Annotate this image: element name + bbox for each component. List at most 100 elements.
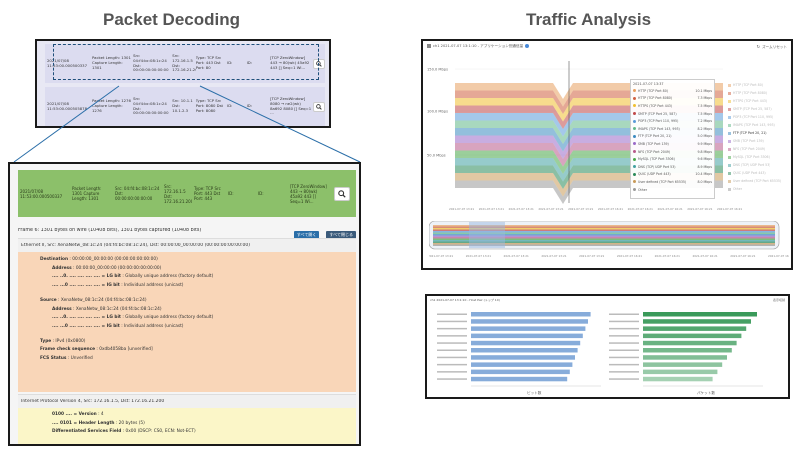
decode-field[interactable]: Source : XenaNetw_08:1c:24 (04:f4:bc:08:… — [18, 297, 356, 306]
left-bar[interactable] — [471, 348, 578, 353]
right-bar[interactable] — [643, 319, 751, 324]
right-bar[interactable] — [643, 340, 737, 346]
legend-item[interactable]: HTTP (TCP Port 8080) — [728, 89, 790, 97]
traffic-chart-title: ch1 2021-07-07 13:1:10 - アプリケーション別通信量 — [433, 44, 524, 48]
legend-label: DNS (TCP/ UDP Port 53) — [733, 163, 771, 167]
left-bar[interactable] — [471, 376, 568, 382]
host-pair-label — [609, 356, 639, 359]
nav-tick-label: 2021-07-07 13:21 — [579, 254, 604, 258]
x-tick-label: 2021-07-07 13:21 — [479, 207, 504, 211]
packet-id2: ID: — [246, 61, 252, 66]
decode-field[interactable]: Type : IPv4 (0x0800) — [18, 338, 356, 347]
left-bar[interactable] — [471, 319, 588, 324]
right-bar[interactable] — [643, 355, 727, 360]
detail-packet-row[interactable]: 2021/07/08 11:53:00.000500337 Packet Len… — [18, 170, 356, 217]
legend-item[interactable]: User defined (TCP Port 65535) — [728, 177, 790, 185]
legend-item[interactable]: HTTP (TCP Port 80) — [728, 81, 790, 89]
left-bar[interactable] — [471, 333, 583, 339]
x-tick-label: 2021-07-07 16:21 — [598, 207, 623, 211]
packet-row[interactable]: 2021/07/08 11:53:00.000500337 Packet Leng… — [45, 44, 325, 83]
legend-item[interactable]: SMB (TCP Port 139) — [728, 137, 790, 145]
search-button[interactable] — [334, 186, 350, 201]
nav-tick-label: 2021-07-07 16:21 — [730, 254, 755, 258]
field-label: Address — [52, 265, 72, 271]
navigator-selection[interactable] — [469, 222, 505, 248]
legend-item[interactable]: QUIC (UDP Port 443) — [728, 169, 790, 177]
field-value: : XenaNetw_08:1c:24 (04:f4:bc:08:1c:24) — [56, 297, 147, 303]
right-bar[interactable] — [643, 333, 742, 339]
legend-item[interactable]: HTTPS (TCP Port 443) — [728, 97, 790, 105]
expand-all-button[interactable]: すべて開く — [293, 230, 320, 239]
detail-id1: ID: — [228, 191, 234, 196]
navigator-band — [433, 234, 775, 236]
legend-swatch-icon — [728, 179, 731, 183]
navigator-chart[interactable]: 2021-07-07 13:21 2021-07-07 13:21 2021-07-… — [429, 221, 789, 261]
x-tick-label: 2021-07-07 13:21 — [509, 207, 534, 211]
field-label: .... ..0. .... .... .... .... = LG bit — [52, 274, 121, 280]
right-bar[interactable] — [643, 369, 718, 375]
decode-field[interactable]: .... ..0. .... .... .... .... = LG bit :… — [18, 273, 356, 282]
legend-item[interactable]: POP3 (TCP Port 110, 995) — [728, 113, 790, 121]
right-bar[interactable] — [643, 312, 757, 317]
detail-type: Type: TCP Src Port: 443 Dst Port: 443 — [194, 186, 221, 201]
y-tick-label: 50.0 Mbps — [427, 154, 446, 158]
collapse-all-button[interactable]: すべて閉じる — [326, 230, 356, 239]
decode-field[interactable]: .... ...0 .... .... .... .... = IG bit :… — [18, 282, 356, 291]
host-pair-label — [609, 378, 639, 380]
right-bar[interactable] — [643, 362, 723, 367]
left-bar[interactable] — [471, 340, 581, 346]
decode-field[interactable]: Frame check sequence : 0xdb4058ba [unver… — [18, 346, 356, 355]
series-dot-icon — [633, 96, 636, 100]
legend-item[interactable]: NFS (TCP Port 2049) — [728, 145, 790, 153]
packet-detail-panel: 2021/07/08 11:53:00.000500337 Packet Len… — [8, 162, 361, 446]
decode-field[interactable]: 0100 .... = Version : 4 — [18, 411, 356, 420]
field-value: : 00:00:00_00:00:00 (00:00:00:00:00:00) — [68, 257, 158, 262]
right-bar[interactable] — [643, 376, 713, 382]
right-bar[interactable] — [643, 326, 747, 331]
tooltip-row: IMAPS (TCP Port 143, 993) 8.2 Mbps — [633, 125, 712, 133]
legend-item[interactable]: MySQL (TCP Port 3306) — [728, 153, 790, 161]
right-bar[interactable] — [643, 348, 732, 353]
decode-field[interactable]: .... ...0 .... .... .... .... = IG bit :… — [18, 323, 356, 332]
legend-item[interactable]: DNS (TCP/ UDP Port 53) — [728, 161, 790, 169]
info-icon[interactable] — [525, 44, 530, 48]
legend-item[interactable]: SMTP (TCP Port 25, 587) — [728, 105, 790, 113]
legend-item[interactable]: FTP (TCP Port 20, 21) — [728, 129, 790, 137]
packet-row[interactable]: 2021/07/08 11:53:00.000505878 Packet Leng… — [45, 87, 325, 126]
field-value: : 0x00 (DSCP: CS0, ECN: Not-ECT) — [121, 429, 196, 435]
legend-item[interactable]: Other — [728, 185, 790, 193]
host-pair-label — [437, 327, 467, 330]
decode-field[interactable]: FCS Status : Unverified — [18, 355, 356, 364]
field-value: : XenaNetw_08:1c:24 (04:f4:bc:08:1c:24) — [71, 306, 162, 312]
left-bar[interactable] — [471, 312, 591, 317]
decode-field[interactable]: Address : 00:00:00_00:00:00 (00:00:00:00… — [18, 265, 356, 274]
view-toggle[interactable]: 表示切替 — [773, 298, 785, 302]
series-dot-icon — [633, 134, 636, 138]
tooltip-series-name: POP3 (TCP Port 110, 995) — [638, 119, 679, 124]
field-label: Address — [52, 306, 72, 312]
decode-field[interactable]: .... ..0. .... .... .... .... = LG bit :… — [18, 314, 356, 323]
legend-swatch-icon — [728, 187, 731, 191]
tooltip-row: HTTPS (TCP Port 443) 7.5 Mbps — [633, 102, 712, 110]
tooltip-series-value: 9.8 Mbps — [697, 149, 712, 154]
decode-field[interactable]: Destination : 00:00:00_00:00:00 (00:00:0… — [18, 256, 356, 265]
legend-item[interactable]: IMAPS (TCP Port 143, 993) — [728, 121, 790, 129]
ethernet-header[interactable]: Ethernet II, Src: XenaNetw_08:1c:24 (04:… — [18, 238, 356, 252]
decode-field[interactable]: .... 0101 = Header Length : 20 bytes (5) — [18, 420, 356, 429]
bar-chart-title: ch1 2021-07-07 13:1:10 - Host Pair (トップ … — [430, 298, 500, 302]
packet-ip: Src: 10.1.1 Dst: 10.1.2.3 — [172, 99, 193, 113]
tooltip-series-name: DNS (TCP/ UDP Port 53) — [638, 164, 676, 169]
tooltip-row: MySQL (TCP Port 3306) 9.6 Mbps — [633, 155, 712, 163]
left-bar[interactable] — [471, 326, 586, 331]
field-value: : IPv4 (0x0800) — [51, 338, 86, 344]
decode-field[interactable]: Address : XenaNetw_08:1c:24 (04:f4:bc:08… — [18, 306, 356, 315]
left-bar[interactable] — [471, 362, 573, 367]
decode-field[interactable]: Differentiated Services Field : 0x00 (DS… — [18, 428, 356, 437]
ip-header[interactable]: Internet Protocol Version 4, Src: 172.16… — [18, 394, 356, 408]
left-bar[interactable] — [471, 355, 575, 360]
search-button[interactable] — [313, 101, 325, 112]
left-bar[interactable] — [471, 369, 570, 375]
zoom-reset-button[interactable]: ↻ ズームリセット — [757, 44, 787, 49]
tooltip-row: HTTP (TCP Port 80) 10.1 Mbps — [633, 87, 712, 95]
